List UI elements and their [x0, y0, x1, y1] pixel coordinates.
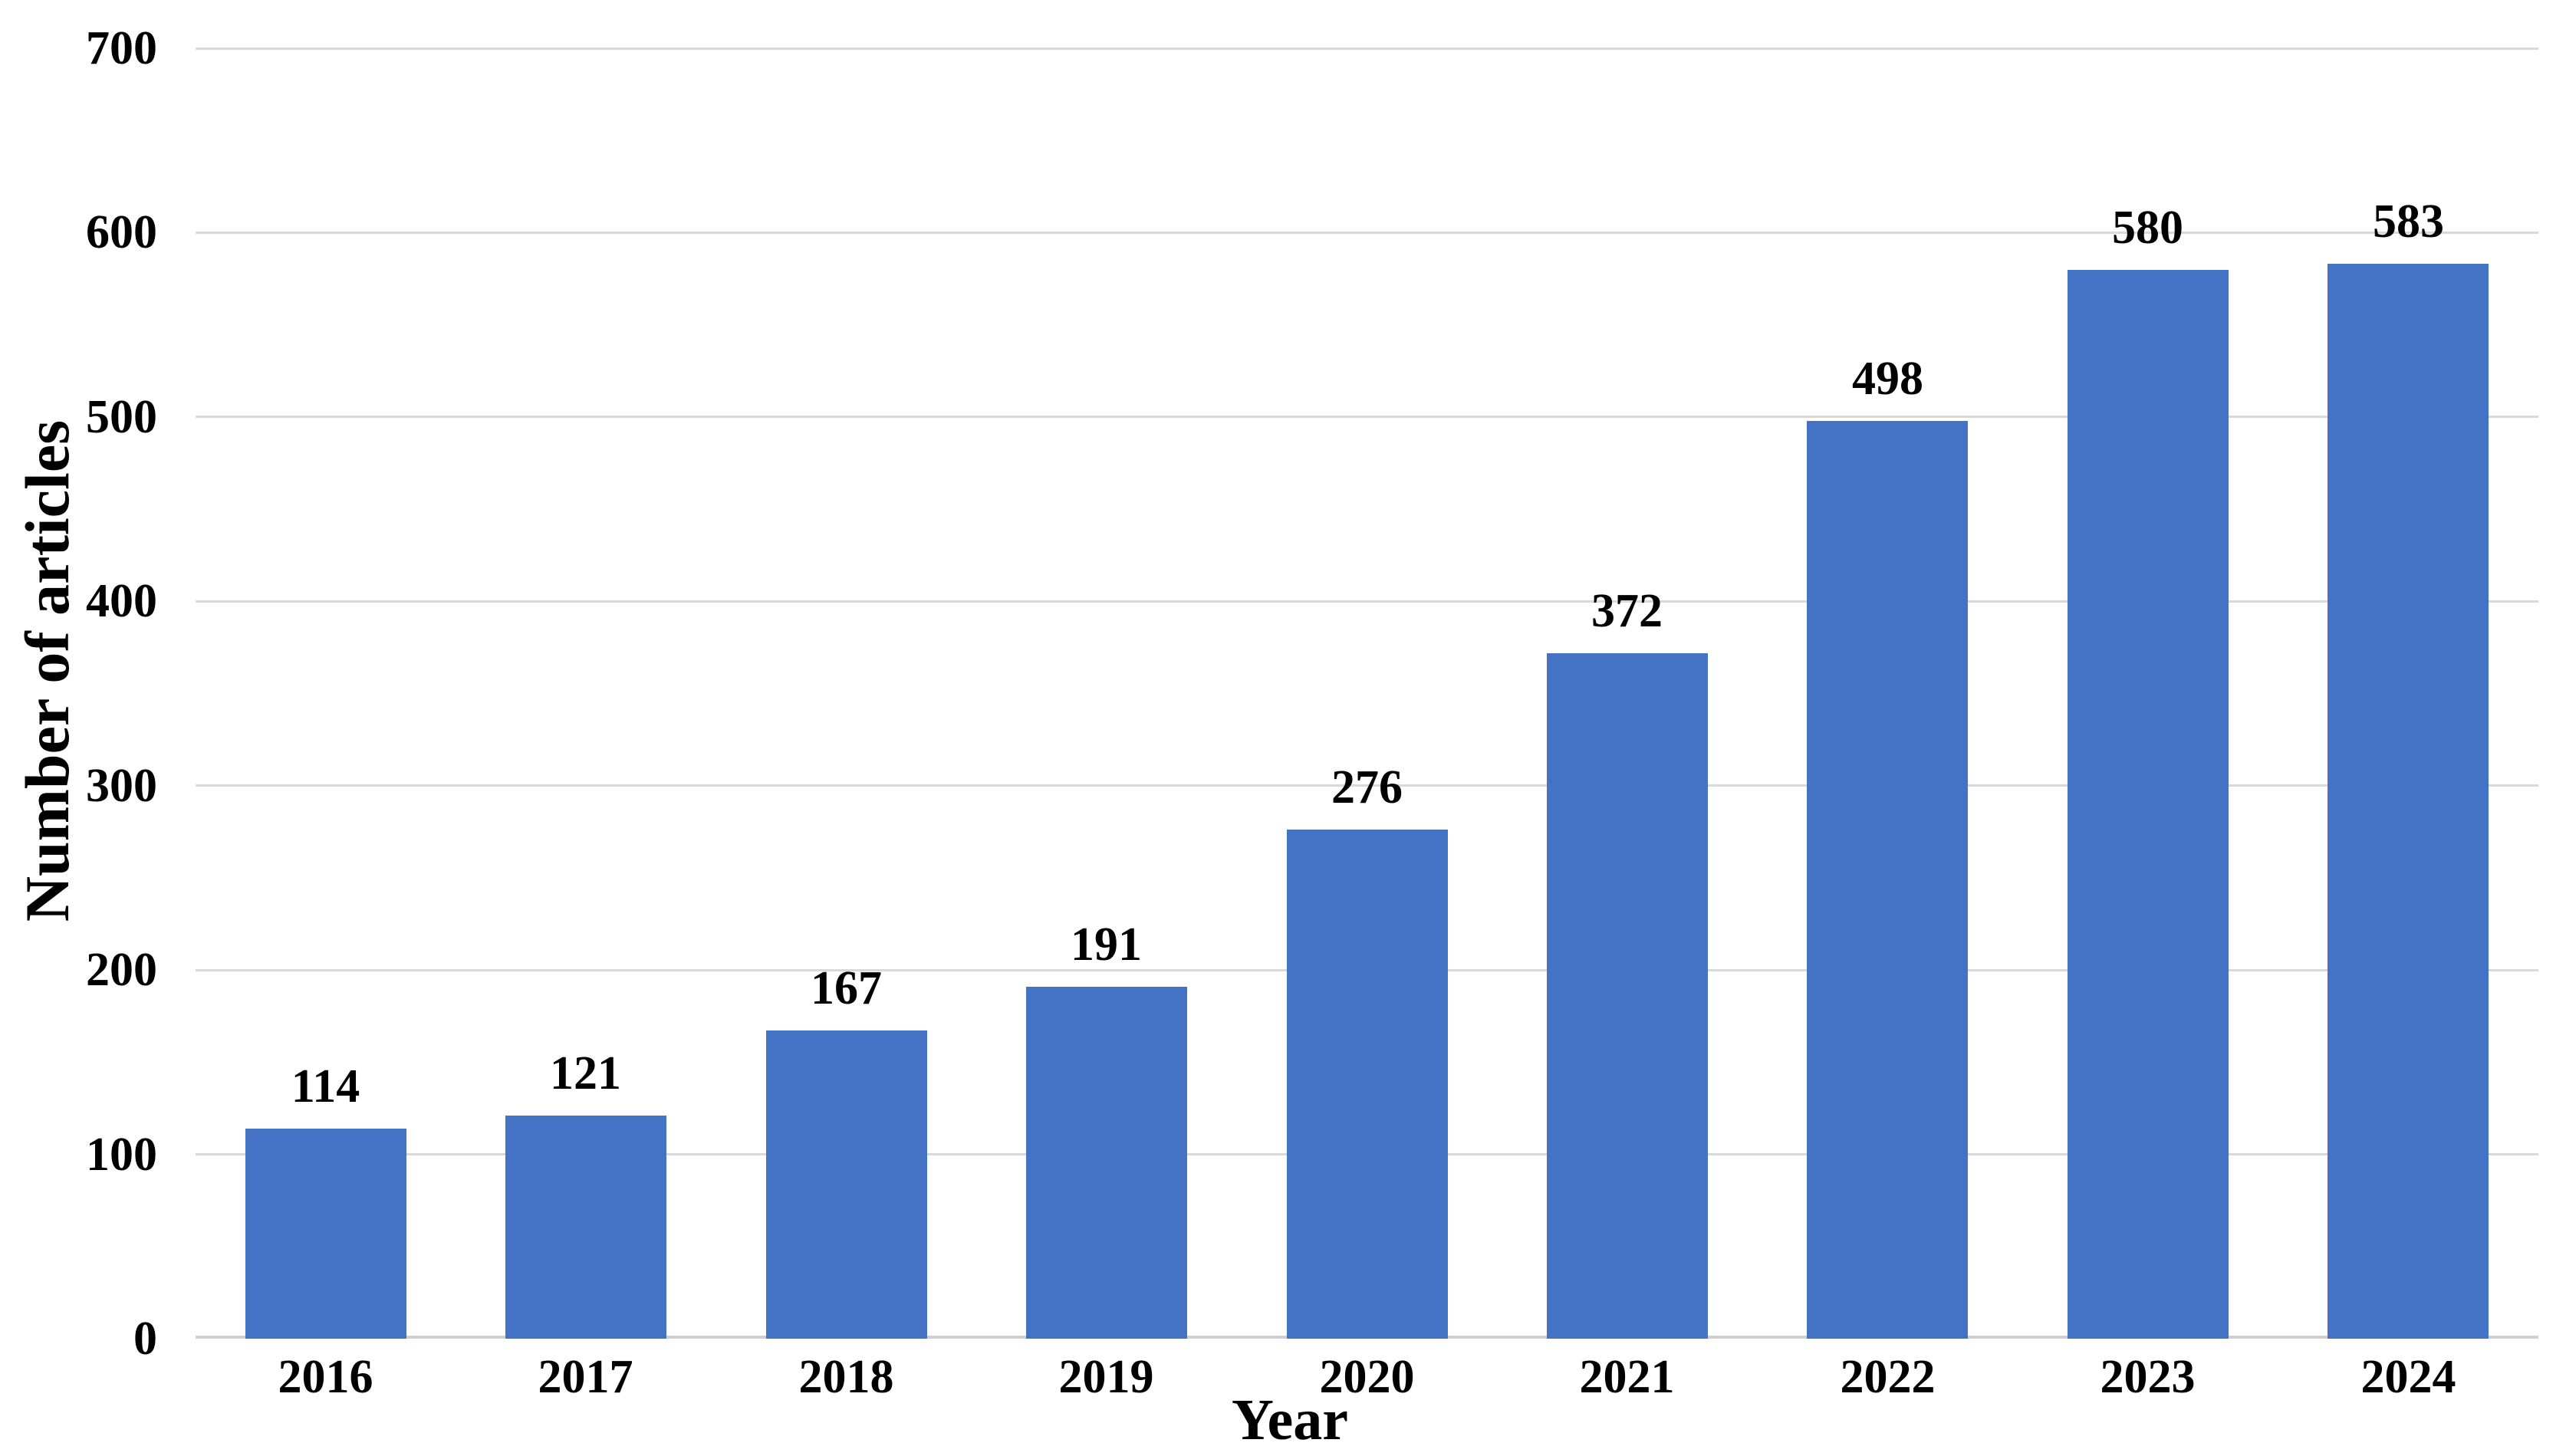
x-tick-label: 2019	[1058, 1351, 1154, 1403]
y-tick-label: 400	[86, 575, 157, 627]
y-tick-label: 300	[86, 760, 157, 812]
bar-value-label: 583	[2373, 196, 2444, 248]
bar-2024	[2327, 264, 2489, 1339]
y-tick-label: 700	[86, 22, 157, 74]
y-tick-label: 200	[86, 944, 157, 996]
y-tick-label: 100	[86, 1129, 157, 1181]
y-tick-label: 0	[133, 1313, 157, 1365]
bar-2020	[1287, 830, 1448, 1339]
x-tick-label: 2020	[1319, 1351, 1415, 1403]
y-tick-label: 500	[86, 391, 157, 443]
x-tick-label: 2016	[278, 1351, 373, 1403]
bar-value-label: 498	[1852, 353, 1923, 405]
bar-value-label: 167	[811, 962, 882, 1014]
x-tick-label: 2022	[1840, 1351, 1936, 1403]
bar-value-label: 121	[550, 1047, 621, 1099]
gridline	[196, 231, 2538, 234]
bar-2022	[1807, 421, 1968, 1339]
y-axis-title: Number of articles	[12, 419, 82, 922]
gridline	[196, 416, 2538, 419]
plot-area: 114 121 167 191 276 372 498 580 583	[196, 47, 2538, 1339]
gridline	[196, 784, 2538, 787]
bar-value-label: 276	[1331, 761, 1403, 813]
y-tick-label: 600	[86, 206, 157, 258]
bar-value-label: 191	[1071, 919, 1142, 971]
bar-2017	[505, 1116, 666, 1339]
x-tick-label: 2017	[538, 1351, 633, 1403]
bar-value-label: 580	[2112, 202, 2183, 254]
bar-2019	[1026, 987, 1187, 1339]
bar-value-label: 114	[291, 1060, 360, 1113]
gridline	[196, 47, 2538, 50]
bar-2018	[766, 1030, 927, 1339]
bar-value-label: 372	[1591, 585, 1663, 637]
x-tick-label: 2023	[2100, 1351, 2196, 1403]
x-tick-label: 2024	[2360, 1351, 2456, 1403]
x-tick-label: 2018	[798, 1351, 894, 1403]
x-axis-title: Year	[1232, 1388, 1348, 1452]
gridline	[196, 600, 2538, 603]
bar-2023	[2068, 270, 2229, 1339]
x-tick-label: 2021	[1579, 1351, 1675, 1403]
bar-2021	[1547, 653, 1708, 1339]
bar-2016	[245, 1129, 406, 1339]
